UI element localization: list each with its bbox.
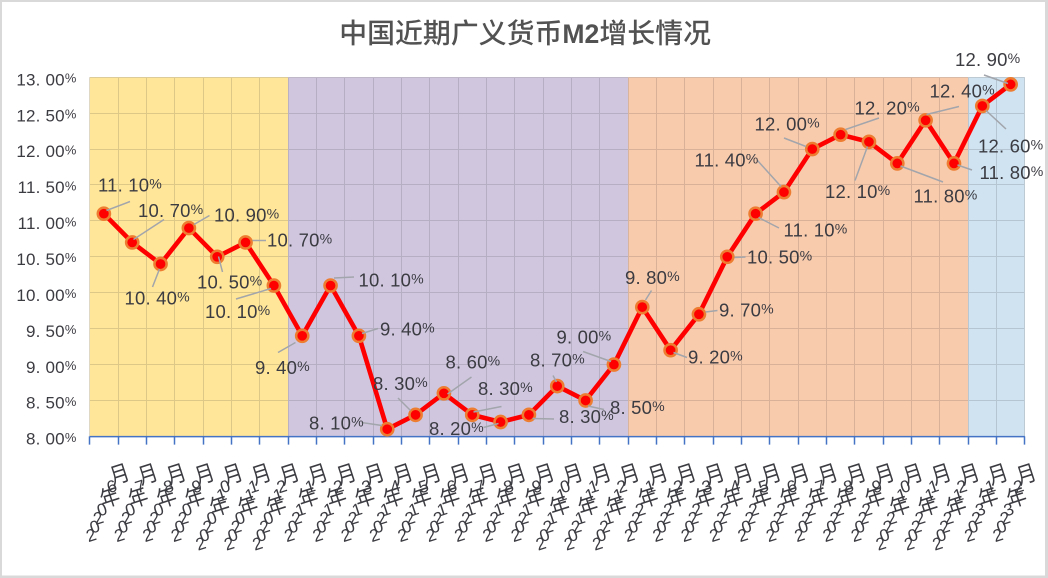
svg-text:10. 50%: 10. 50% [197,272,263,293]
svg-text:8. 50%: 8. 50% [26,394,76,413]
svg-text:8. 10%: 8. 10% [309,413,364,434]
svg-text:10. 00%: 10. 00% [16,286,76,305]
svg-text:12. 10%: 12. 10% [825,181,891,202]
svg-text:8. 60%: 8. 60% [446,352,501,373]
svg-text:12. 00%: 12. 00% [16,142,76,161]
svg-text:9. 70%: 9. 70% [719,300,774,321]
svg-text:10. 50%: 10. 50% [747,247,813,268]
svg-text:9. 20%: 9. 20% [688,347,743,368]
svg-text:10. 50%: 10. 50% [16,250,76,269]
svg-text:11. 10%: 11. 10% [98,175,162,196]
svg-text:10. 90%: 10. 90% [214,205,280,226]
svg-text:9. 40%: 9. 40% [255,357,310,378]
svg-text:8. 30%: 8. 30% [373,373,428,394]
svg-text:9. 40%: 9. 40% [380,319,435,340]
svg-text:12. 60%: 12. 60% [978,136,1044,157]
svg-text:11. 50%: 11. 50% [18,178,77,197]
svg-text:11. 80%: 11. 80% [914,186,978,207]
svg-text:9. 50%: 9. 50% [26,322,76,341]
svg-text:12. 20%: 12. 20% [855,98,921,119]
svg-text:12. 40%: 12. 40% [930,81,996,102]
svg-text:8. 20%: 8. 20% [429,418,484,439]
svg-text:11. 10%: 11. 10% [784,220,848,241]
svg-text:10. 40%: 10. 40% [125,288,191,309]
svg-text:11. 40%: 11. 40% [695,150,759,171]
svg-text:8. 50%: 8. 50% [610,397,665,418]
svg-text:12. 50%: 12. 50% [16,106,76,125]
svg-text:8. 70%: 8. 70% [530,350,585,371]
svg-text:13. 00%: 13. 00% [16,70,76,89]
svg-text:11. 80%: 11. 80% [980,162,1044,183]
svg-text:12. 90%: 12. 90% [955,49,1021,70]
svg-text:10. 10%: 10. 10% [205,301,271,322]
svg-text:9. 00%: 9. 00% [557,327,612,348]
svg-text:9. 80%: 9. 80% [625,267,680,288]
svg-text:8. 30%: 8. 30% [559,406,614,427]
svg-text:12. 00%: 12. 00% [755,114,821,135]
svg-text:10. 10%: 10. 10% [359,270,425,291]
svg-text:10. 70%: 10. 70% [267,230,333,251]
svg-text:11. 00%: 11. 00% [18,214,77,233]
svg-text:8. 30%: 8. 30% [478,378,533,399]
svg-text:M2: M2 [562,19,599,49]
svg-text:8. 00%: 8. 00% [26,430,76,449]
svg-text:10. 70%: 10. 70% [138,200,204,221]
svg-text:9. 00%: 9. 00% [26,358,76,377]
